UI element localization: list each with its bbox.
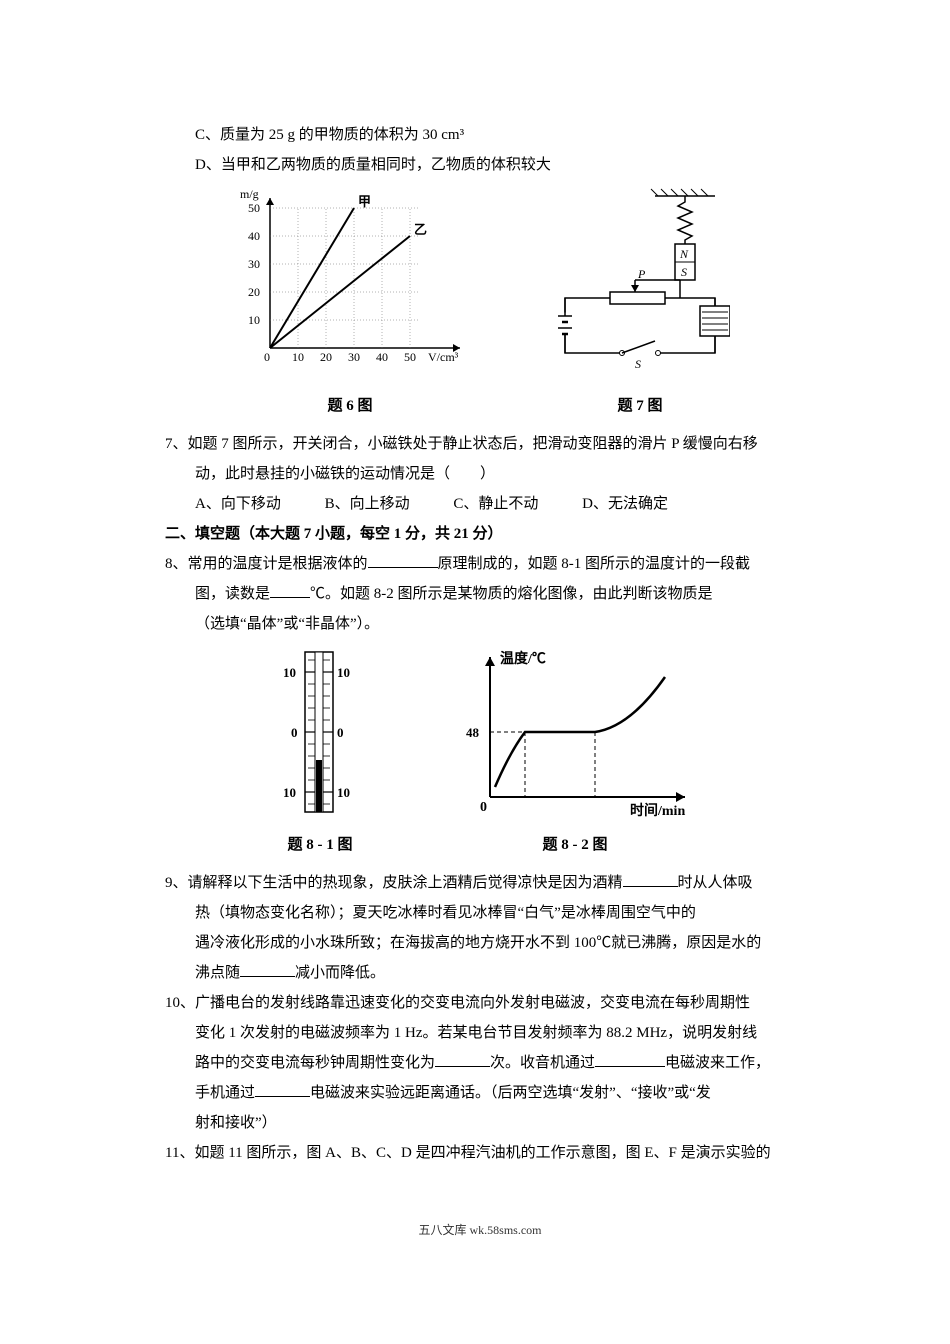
svg-text:30: 30 — [248, 257, 260, 271]
q8-1-figure: 10 10 0 0 10 10 题 8 - 1 图 — [265, 647, 375, 860]
blank — [255, 1081, 310, 1097]
q8-line1: 8、常用的温度计是根据液体的 原理制成的，如题 8-1 图所示的温度计的一段截 — [165, 549, 795, 579]
svg-text:0: 0 — [480, 800, 487, 815]
svg-text:10: 10 — [337, 785, 350, 800]
q6-caption: 题 6 图 — [230, 391, 470, 421]
svg-text:30: 30 — [348, 350, 360, 364]
q7-opt-c: C、静止不动 — [453, 489, 538, 519]
q9-line4a: 沸点随 — [195, 965, 240, 981]
svg-text:N: N — [679, 247, 689, 261]
svg-text:S: S — [681, 265, 687, 279]
svg-text:50: 50 — [248, 201, 260, 215]
q7-stem-line1: 7、如题 7 图所示，开关闭合，小磁铁处于静止状态后，把滑动变阻器的滑片 P 缓… — [165, 429, 795, 459]
svg-text:甲: 甲 — [358, 194, 371, 209]
q8-line3: （选填“晶体”或“非晶体”）。 — [165, 609, 795, 639]
q7-opt-d: D、无法确定 — [582, 489, 668, 519]
q7-opt-a: A、向下移动 — [195, 489, 281, 519]
q9-line1a: 9、请解释以下生活中的热现象，皮肤涂上酒精后觉得凉快是因为酒精 — [165, 875, 623, 891]
svg-text:S: S — [635, 357, 641, 371]
q11: 11、如题 11 图所示，图 A、B、C、D 是四冲程汽油机的工作示意图，图 E… — [165, 1138, 795, 1168]
q7-options: A、向下移动 B、向上移动 C、静止不动 D、无法确定 — [165, 489, 795, 519]
q7-opt-b: B、向上移动 — [325, 489, 410, 519]
svg-text:乙: 乙 — [414, 222, 427, 237]
q7-figure: N S P — [550, 188, 730, 421]
svg-text:40: 40 — [376, 350, 388, 364]
q8: 8、常用的温度计是根据液体的 原理制成的，如题 8-1 图所示的温度计的一段截 图… — [165, 549, 795, 639]
q10-line3b: 次。收音机通过 — [490, 1055, 595, 1071]
q10: 10、广播电台的发射线路靠迅速变化的交变电流向外发射电磁波，交变电流在每秒周期性… — [165, 988, 795, 1138]
section-2-title: 二、填空题（本大题 7 小题，每空 1 分，共 21 分） — [165, 519, 795, 549]
thermometer-svg: 10 10 0 0 10 10 — [265, 647, 375, 817]
q8-figure-row: 10 10 0 0 10 10 题 8 - 1 图 温度/℃ 时间/min — [165, 647, 795, 860]
q10-line4: 手机通过 电磁波来实验远距离通话。（后两空选填“发射”、“接收”或“发 — [165, 1078, 795, 1108]
q10-line4a: 手机通过 — [195, 1085, 255, 1101]
svg-text:10: 10 — [283, 665, 296, 680]
svg-text:48: 48 — [466, 725, 480, 740]
q7-caption: 题 7 图 — [550, 391, 730, 421]
q6-figure: 0 10 20 30 40 50 V/cm³ 10 20 30 40 50 m/… — [230, 188, 470, 421]
svg-text:0: 0 — [337, 725, 344, 740]
q9-line1b: 时从人体吸 — [678, 875, 753, 891]
q6-option-c: C、质量为 25 g 的甲物质的体积为 30 cm³ — [165, 120, 795, 150]
page-footer: 五八文库 wk.58sms.com — [165, 1218, 795, 1242]
blank — [623, 871, 678, 887]
page: C、质量为 25 g 的甲物质的体积为 30 cm³ D、当甲和乙两物质的质量相… — [0, 0, 950, 1282]
blank — [240, 961, 295, 977]
svg-text:50: 50 — [404, 350, 416, 364]
svg-text:时间/min: 时间/min — [630, 802, 685, 817]
svg-text:0: 0 — [264, 350, 270, 364]
q10-line3: 路中的交变电流每秒钟周期性变化为 次。收音机通过 电磁波来工作， — [165, 1048, 795, 1078]
q7-stem: 7、如题 7 图所示，开关闭合，小磁铁处于静止状态后，把滑动变阻器的滑片 P 缓… — [165, 429, 795, 489]
q10-line3c: 电磁波来工作， — [665, 1055, 770, 1071]
q6-chart-svg: 0 10 20 30 40 50 V/cm³ 10 20 30 40 50 m/… — [230, 188, 470, 378]
q10-line2: 变化 1 次发射的电磁波频率为 1 Hz。若某电台节目发射频率为 88.2 MH… — [165, 1018, 795, 1048]
svg-text:10: 10 — [292, 350, 304, 364]
q9-line4: 沸点随 减小而降低。 — [165, 958, 795, 988]
q8-line2: 图，读数是 ℃。如题 8-2 图所示是某物质的熔化图像，由此判断该物质是 — [165, 579, 795, 609]
svg-text:20: 20 — [320, 350, 332, 364]
q9-line4b: 减小而降低。 — [295, 965, 385, 981]
q11-line1: 11、如题 11 图所示，图 A、B、C、D 是四冲程汽油机的工作示意图，图 E… — [165, 1138, 795, 1168]
svg-text:P: P — [637, 267, 646, 281]
svg-text:10: 10 — [337, 665, 350, 680]
q8-line1b: 原理制成的，如题 8-1 图所示的温度计的一段截 — [438, 556, 751, 572]
blank — [368, 552, 438, 568]
q9-line2: 热（填物态变化名称）；夏天吃冰棒时看见冰棒冒“白气”是冰棒周围空气中的 — [165, 898, 795, 928]
q10-line5: 射和接收”） — [165, 1108, 795, 1138]
svg-text:0: 0 — [291, 725, 298, 740]
svg-text:40: 40 — [248, 229, 260, 243]
q6-q7-figure-row: 0 10 20 30 40 50 V/cm³ 10 20 30 40 50 m/… — [165, 188, 795, 421]
q8-line2a: 图，读数是 — [195, 586, 270, 602]
q10-line3a: 路中的交变电流每秒钟周期性变化为 — [195, 1055, 435, 1071]
svg-text:V/cm³: V/cm³ — [428, 350, 459, 364]
q9-line1: 9、请解释以下生活中的热现象，皮肤涂上酒精后觉得凉快是因为酒精 时从人体吸 — [165, 868, 795, 898]
svg-text:20: 20 — [248, 285, 260, 299]
q8-1-caption: 题 8 - 1 图 — [265, 830, 375, 860]
q9-line3: 遇冷液化形成的小水珠所致；在海拔高的地方烧开水不到 100℃就已沸腾，原因是水的 — [165, 928, 795, 958]
q7-circuit-svg: N S P — [550, 188, 730, 378]
svg-text:m/g: m/g — [240, 188, 259, 201]
svg-text:10: 10 — [283, 785, 296, 800]
q8-line2b: ℃。如题 8-2 图所示是某物质的熔化图像，由此判断该物质是 — [310, 586, 713, 602]
q10-line1: 10、广播电台的发射线路靠迅速变化的交变电流向外发射电磁波，交变电流在每秒周期性 — [165, 988, 795, 1018]
q8-2-figure: 温度/℃ 时间/min 0 48 题 8 - 2 图 — [455, 647, 695, 860]
q10-line4b: 电磁波来实验远距离通话。（后两空选填“发射”、“接收”或“发 — [310, 1085, 711, 1101]
q7-stem-line2: 动，此时悬挂的小磁铁的运动情况是（ ） — [165, 459, 795, 489]
melt-chart-svg: 温度/℃ 时间/min 0 48 — [455, 647, 695, 817]
blank — [270, 582, 310, 598]
blank — [595, 1051, 665, 1067]
q9: 9、请解释以下生活中的热现象，皮肤涂上酒精后觉得凉快是因为酒精 时从人体吸 热（填… — [165, 868, 795, 988]
blank — [435, 1051, 490, 1067]
q8-2-caption: 题 8 - 2 图 — [455, 830, 695, 860]
q6-option-d: D、当甲和乙两物质的质量相同时，乙物质的体积较大 — [165, 150, 795, 180]
svg-text:温度/℃: 温度/℃ — [500, 650, 546, 667]
svg-text:10: 10 — [248, 313, 260, 327]
q8-line1a: 8、常用的温度计是根据液体的 — [165, 556, 368, 572]
